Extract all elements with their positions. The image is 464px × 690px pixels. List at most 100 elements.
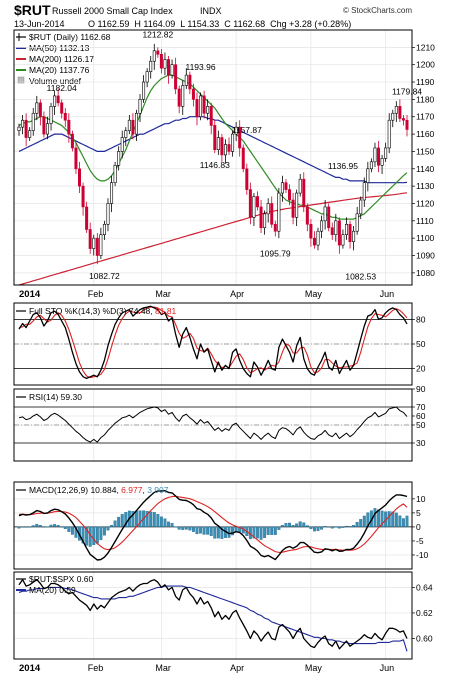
y-tick-label: 60 [416, 411, 426, 421]
x-axis-month: Apr [230, 663, 244, 673]
candle-body [156, 50, 160, 55]
candle-body [280, 182, 284, 194]
x-axis-month: Jun [380, 289, 395, 299]
candle-body [291, 199, 295, 218]
x-axis-month: May [305, 289, 323, 299]
macd-hist-bar [159, 516, 163, 528]
y-tick-label: -5 [416, 536, 424, 546]
candle-body [288, 189, 292, 201]
candle-body [337, 220, 341, 246]
macd-hist-bar [174, 526, 178, 528]
candle-body [206, 106, 210, 114]
sto-label: Full STO %K(14,3) %D(3) 74.48, 81.81 [16, 306, 177, 316]
candle-body [142, 81, 146, 100]
x-axis-year: 2014 [19, 289, 41, 300]
macd-hist-bar [191, 526, 195, 532]
panel-frame [13, 571, 413, 660]
y-tick-label: 1130 [416, 181, 435, 191]
macd-hist-bar [341, 526, 345, 528]
candle-body [24, 119, 28, 138]
candle-body [38, 102, 42, 118]
candle-body [344, 223, 348, 235]
legend-ma200: MA(200) 1126.17 [29, 54, 94, 64]
macd-hist-bar [24, 526, 28, 528]
macd-hist-bar [305, 525, 309, 528]
macd-hist-bar [316, 526, 320, 531]
candle-body [312, 237, 316, 246]
macd-hist-bar [56, 525, 60, 528]
candle-body [138, 99, 142, 114]
candle-body [305, 206, 309, 225]
macd-hist-bar [49, 524, 53, 528]
macd-hist-bar [170, 523, 174, 528]
macd-hist-bar [401, 518, 405, 528]
candle-body [209, 106, 213, 126]
macd-value: 10.884 [90, 485, 116, 495]
candle-body [195, 99, 199, 118]
macd-hist-bar [177, 526, 181, 530]
candle-body [316, 230, 320, 246]
candle-body [298, 178, 302, 194]
macd-hist-bar [124, 512, 128, 528]
macd-hist-value: 3.907 [147, 485, 169, 495]
ratio-label: $RUT:$SPX 0.60 MA(20) 0.59 [16, 574, 94, 595]
macd-hist-bar [323, 526, 327, 528]
candle-body [113, 165, 117, 183]
candle-body [99, 234, 103, 256]
y-tick-label: 1100 [416, 233, 435, 243]
candle-body [384, 147, 388, 159]
candle-body [273, 223, 277, 232]
macd-hist-bar [398, 515, 402, 528]
macd-hist-bar [259, 526, 263, 540]
candle-body [373, 147, 377, 163]
candle-body [223, 144, 227, 156]
macd-hist-bar [42, 526, 46, 528]
macd-hist-bar [21, 526, 25, 528]
macd-hist-bar [302, 522, 306, 528]
x-axis-month: Jun [380, 663, 395, 673]
y-tick-label: 1140 [416, 164, 435, 174]
macd-hist-bar [120, 514, 124, 528]
macd-hist-bar [135, 510, 138, 528]
candle-body [238, 126, 242, 149]
candle-body [188, 74, 192, 90]
price-annotation: 1095.79 [260, 248, 291, 258]
macd-hist-bar [352, 525, 356, 528]
macd-hist-bar [263, 526, 267, 538]
candle-body [252, 196, 256, 218]
candle-body [330, 227, 334, 235]
y-tick-label: 0 [416, 522, 421, 532]
y-tick-label: 80 [416, 314, 426, 324]
x-axis-month: Feb [88, 663, 104, 673]
candle-body [266, 203, 270, 215]
macd-hist-bar [231, 526, 235, 536]
macd-hist-bar [199, 526, 202, 534]
candle-body [387, 119, 391, 149]
macd-hist-bar [295, 523, 299, 528]
y-tick-label: 1090 [416, 251, 435, 261]
ratio-label-text: $RUT:$SPX 0.60 [29, 574, 94, 584]
candle-body [255, 196, 259, 208]
macd-hist-bar [195, 526, 199, 535]
macd-hist-bar [266, 526, 270, 535]
candle-body [163, 59, 167, 69]
macd-hist-bar [60, 526, 64, 528]
macd-hist-bar [359, 519, 363, 528]
macd-hist-bar [298, 521, 302, 528]
candle-body [78, 168, 82, 187]
candle-body [145, 71, 149, 83]
macd-hist-bar [99, 526, 103, 540]
y-tick-label: 0.60 [416, 634, 433, 644]
macd-hist-bar [334, 526, 338, 528]
chart-index-name: Russell 2000 Small Cap Index [52, 6, 173, 16]
macd-line [18, 490, 408, 561]
svg-text:MACD(12,26,9) 10.884, 6.977, 3: MACD(12,26,9) 10.884, 6.977, 3.907 [29, 485, 169, 495]
macd-hist-bar [181, 526, 185, 530]
y-tick-label: 10 [416, 494, 426, 504]
candle-body [377, 147, 381, 166]
candle-body [159, 53, 163, 69]
macd-hist-bar [184, 526, 188, 530]
macd-hist-bar [373, 508, 377, 528]
macd-label-text: MACD(12,26,9) [29, 485, 88, 495]
